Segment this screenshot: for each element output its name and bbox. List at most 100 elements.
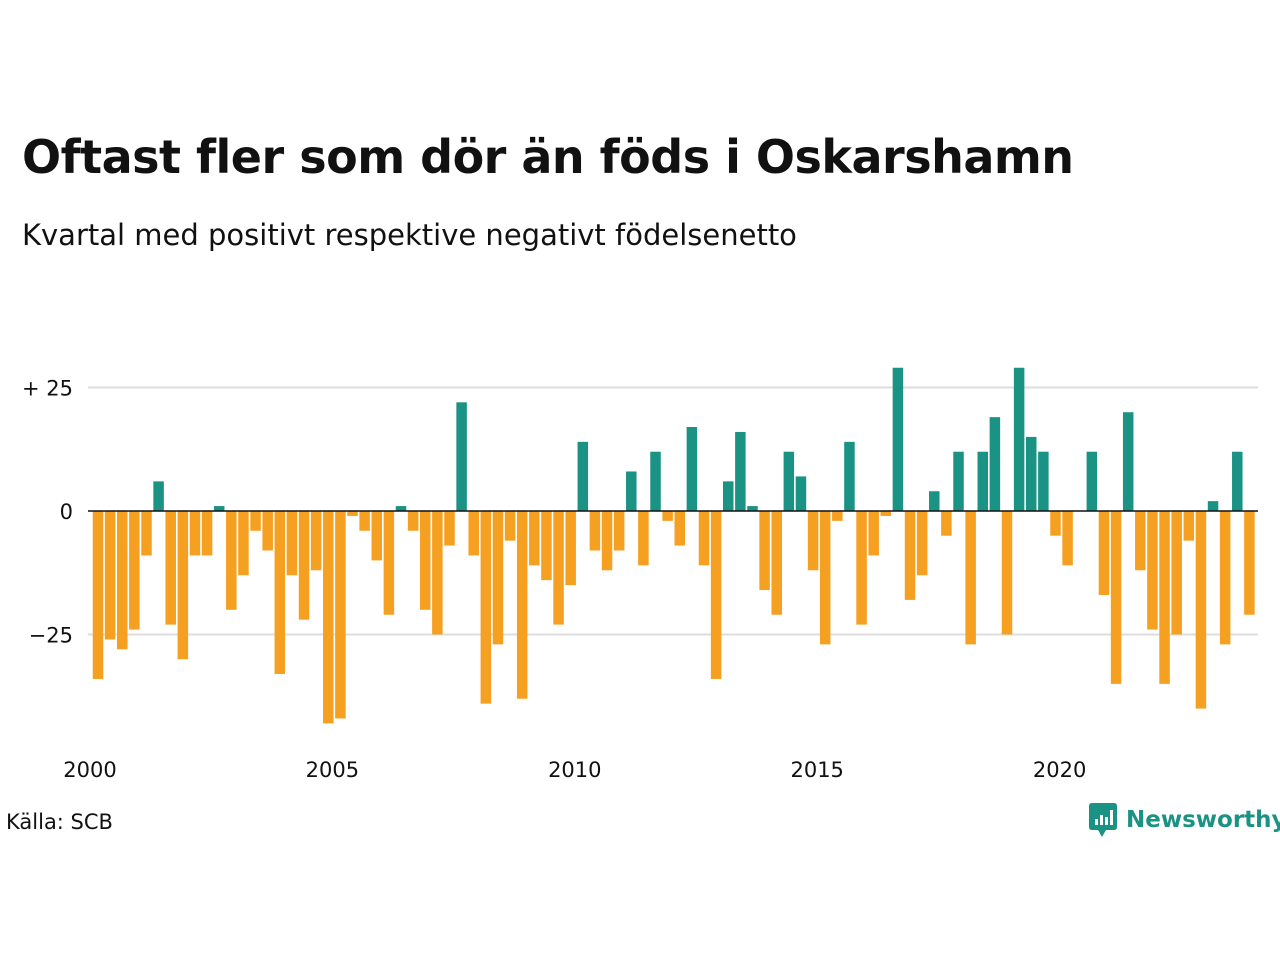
bar-negative: [274, 511, 286, 675]
bar-negative: [383, 511, 395, 615]
bar-negative: [262, 511, 273, 551]
brand-name: Newsworthy: [1126, 807, 1280, 833]
bar-negative: [347, 511, 358, 516]
bar-negative: [1159, 511, 1170, 684]
bar-negative: [286, 511, 298, 576]
bar-negative: [141, 511, 152, 556]
bar-positive: [747, 506, 758, 511]
bar-negative: [359, 511, 370, 531]
bar-negative: [541, 511, 552, 581]
bar-negative: [1001, 511, 1013, 635]
bar-positive: [577, 441, 589, 511]
bar-positive: [1232, 451, 1243, 511]
bar-negative: [819, 511, 831, 645]
bar-negative: [1219, 511, 1231, 645]
bar-positive: [626, 471, 637, 511]
x-tick-label: 2005: [306, 758, 359, 782]
bar-negative: [674, 511, 686, 546]
brand[interactable]: Newsworthy: [1088, 802, 1280, 838]
newsworthy-logo-icon: [1089, 803, 1117, 837]
bar-negative: [468, 511, 479, 556]
bar-negative: [662, 511, 673, 521]
bar-negative: [177, 511, 189, 660]
bar-negative: [129, 511, 140, 630]
bar-negative: [250, 511, 261, 531]
x-tick-label: 2015: [790, 758, 843, 782]
bar-negative: [613, 511, 625, 551]
bar-chart: + 25 0 −25 2000 2005 2010 2015 2020: [22, 367, 1258, 782]
bar-positive: [213, 506, 225, 511]
bar-negative: [516, 511, 528, 699]
bar-negative: [298, 511, 310, 620]
bar-negative: [238, 511, 249, 576]
bar-negative: [1147, 511, 1158, 630]
bar-negative: [904, 511, 916, 600]
x-tick-label: 2000: [63, 758, 116, 782]
x-tick-label: 2020: [1033, 758, 1086, 782]
bar-negative: [371, 511, 383, 561]
x-tick-label: 2010: [548, 758, 601, 782]
bar-positive: [953, 451, 964, 511]
chart-title: Oftast fler som dör än föds i Oskarshamn: [22, 130, 1074, 184]
bar-negative: [832, 511, 843, 521]
bar-positive: [650, 451, 661, 511]
bar-negative: [553, 511, 564, 625]
bar-negative: [868, 511, 879, 556]
bar-positive: [456, 402, 467, 511]
bar-negative: [1135, 511, 1146, 571]
bar-negative: [201, 511, 213, 556]
bar-negative: [1050, 511, 1061, 536]
bar-negative: [601, 511, 613, 571]
bar-negative: [1244, 511, 1255, 615]
bar-negative: [638, 511, 649, 566]
bar-negative: [226, 511, 237, 610]
bar-positive: [395, 506, 407, 511]
bar-positive: [844, 441, 855, 511]
bar-positive: [783, 451, 795, 511]
bar-negative: [1183, 511, 1195, 541]
bar-negative: [916, 511, 928, 576]
bar-negative: [759, 511, 770, 591]
bar-negative: [504, 511, 516, 541]
bar-negative: [92, 511, 104, 679]
y-tick-label: + 25: [22, 377, 73, 401]
bar-negative: [492, 511, 504, 645]
chart-subtitle: Kvartal med positivt respektive negativt…: [22, 218, 797, 252]
bar-negative: [589, 511, 601, 551]
bar-negative: [480, 511, 492, 704]
bar-positive: [1013, 367, 1025, 511]
bar-positive: [1025, 436, 1037, 511]
bar-positive: [722, 481, 734, 511]
bar-positive: [686, 427, 698, 511]
bar-positive: [977, 451, 989, 511]
bar-negative: [335, 511, 346, 719]
bar-negative: [771, 511, 782, 615]
bar-negative: [1195, 511, 1207, 709]
bar-negative: [407, 511, 419, 531]
bar-negative: [807, 511, 819, 571]
bar-negative: [698, 511, 710, 566]
bar-positive: [735, 431, 746, 511]
bar-negative: [710, 511, 722, 679]
bar-positive: [892, 367, 904, 511]
bar-positive: [989, 417, 1001, 511]
source-note: Källa: SCB: [6, 810, 113, 834]
bar-negative: [529, 511, 540, 566]
bar-negative: [941, 511, 952, 536]
bar-negative: [856, 511, 867, 625]
bar-negative: [189, 511, 201, 556]
bar-negative: [104, 511, 116, 640]
y-tick-label: 0: [60, 500, 73, 524]
bar-negative: [444, 511, 455, 546]
bar-positive: [1207, 501, 1219, 511]
bar-negative: [1062, 511, 1073, 566]
bar-positive: [1122, 412, 1134, 511]
bar-negative: [116, 511, 128, 650]
bar-positive: [153, 481, 164, 511]
bar-positive: [1038, 451, 1049, 511]
bar-negative: [1110, 511, 1122, 684]
bar-negative: [565, 511, 576, 586]
bar-negative: [1098, 511, 1110, 595]
bar-positive: [929, 491, 940, 511]
bar-positive: [1086, 451, 1098, 511]
